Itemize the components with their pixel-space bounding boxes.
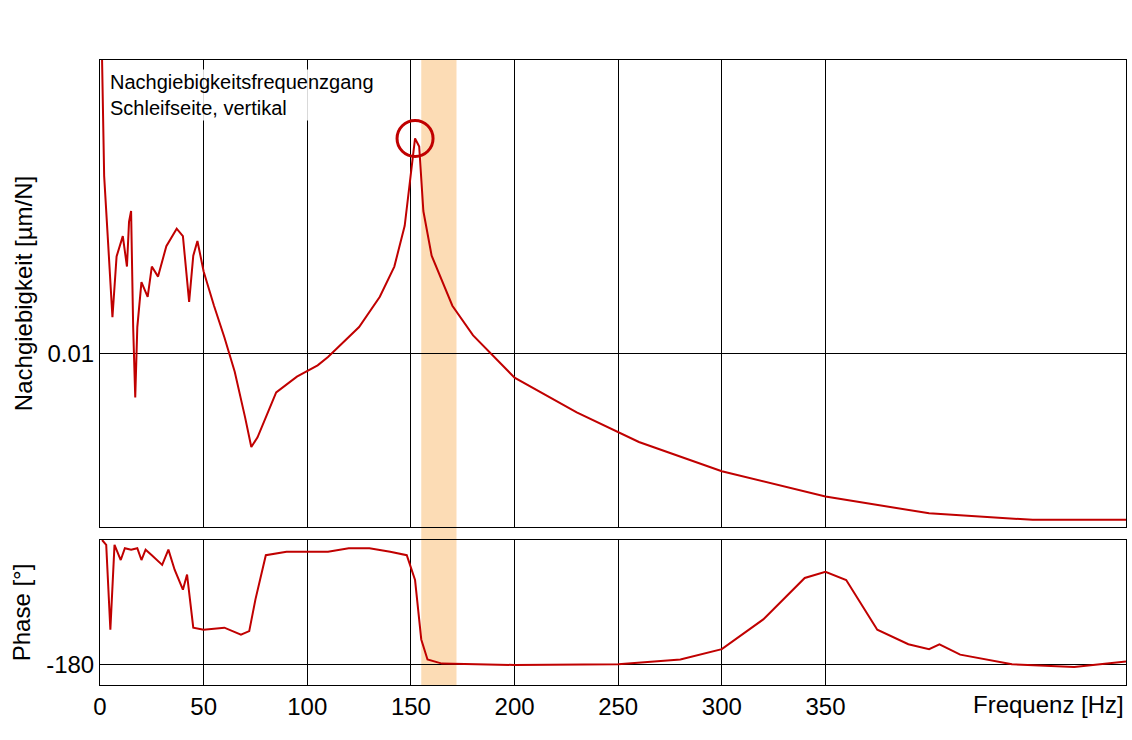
svg-text:100: 100	[287, 693, 327, 720]
svg-text:200: 200	[495, 693, 535, 720]
svg-text:150: 150	[391, 693, 431, 720]
svg-text:300: 300	[702, 693, 742, 720]
svg-text:Nachgiebigkeit [µm/N]: Nachgiebigkeit [µm/N]	[10, 176, 37, 411]
svg-text:NachgiebigkeitsfrequenzgangSch: NachgiebigkeitsfrequenzgangSchleifseite,…	[110, 71, 374, 119]
svg-text:350: 350	[805, 693, 845, 720]
svg-text:Phase [°]: Phase [°]	[8, 564, 35, 662]
svg-text:0: 0	[93, 693, 106, 720]
svg-text:0.01: 0.01	[47, 340, 94, 367]
svg-text:250: 250	[598, 693, 638, 720]
svg-text:Frequenz [Hz]: Frequenz [Hz]	[973, 691, 1124, 718]
svg-text:-180: -180	[46, 651, 94, 678]
svg-text:50: 50	[190, 693, 217, 720]
